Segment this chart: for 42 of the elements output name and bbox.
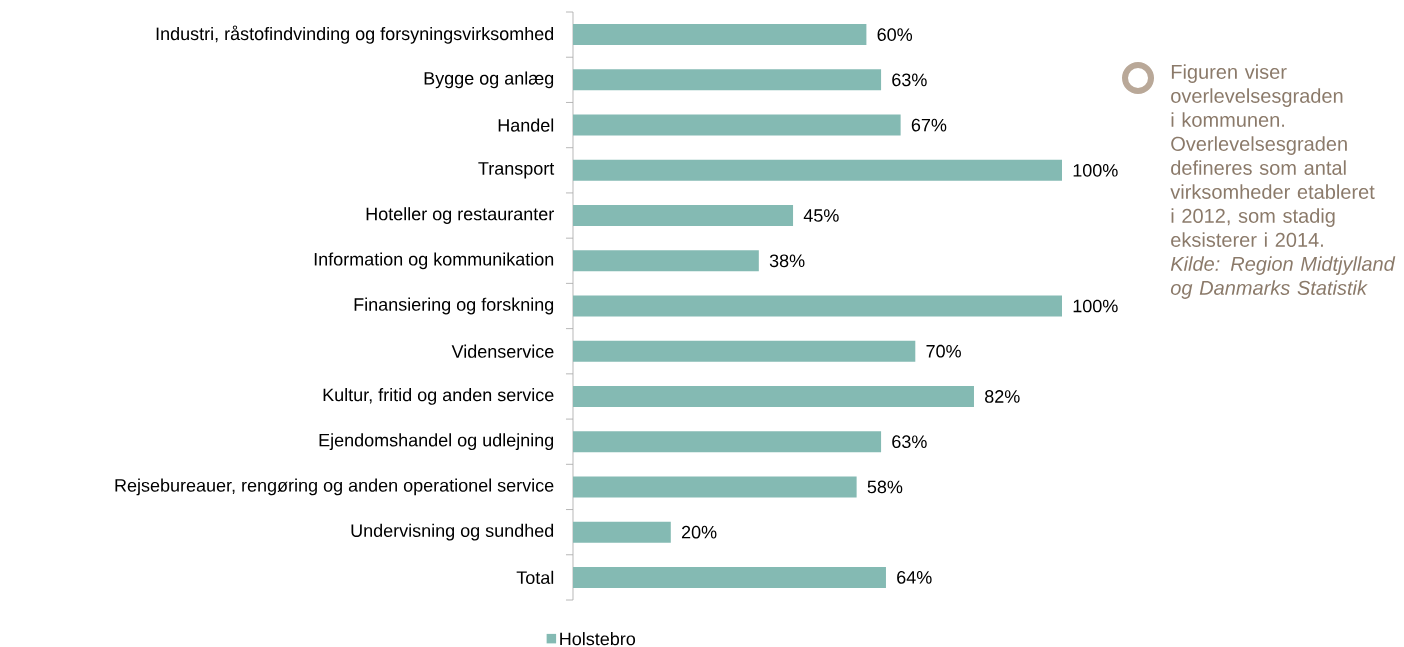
data-label: 45% <box>803 209 839 222</box>
y-tick-label: Finansiering og forskning <box>354 297 554 315</box>
bar <box>573 250 759 272</box>
y-tick-label: Information og kommunikation <box>314 252 554 270</box>
y-tick-label: Undervisning og sundhed <box>351 523 554 541</box>
y-tick-label: Kultur, fritid og anden service <box>323 388 554 405</box>
bar <box>573 114 901 136</box>
y-tick-label: Total <box>516 570 554 584</box>
y-tick-label: Videnservice <box>451 344 554 358</box>
data-label: 63% <box>892 73 927 87</box>
bar <box>573 69 882 91</box>
data-label: 63% <box>892 435 927 449</box>
data-label: 82% <box>985 390 1020 403</box>
data-label: 58% <box>867 480 903 494</box>
data-label: 20% <box>681 525 717 539</box>
data-label: 38% <box>769 254 805 268</box>
data-label: 100% <box>1073 163 1118 177</box>
text: Kilde: Region Midtjylland og Danmarks Statistik <box>1170 256 1396 299</box>
data-label: 67% <box>911 118 947 132</box>
bar <box>573 385 974 407</box>
y-tick-label: Transport <box>478 162 555 179</box>
text: Figuren viser overlevelsesgraden i kommunen. Overlevelsesgraden defineres som antal virksomheder etableret i 2012, som stadig eksisterer i 2014. <box>1170 64 1375 247</box>
y-tick-label: Bygge og anlæg <box>424 71 554 89</box>
y-tick-label: Industri, råstofindvinding og forsyningsvirksomhed <box>156 25 554 44</box>
bar <box>573 159 1062 181</box>
y-tick-label: Handel <box>498 118 554 132</box>
legend-label: Holstebro <box>560 632 636 646</box>
bar <box>573 431 882 453</box>
bar <box>573 205 794 227</box>
bar <box>573 521 671 543</box>
data-label: 60% <box>877 28 913 41</box>
data-label: 64% <box>897 571 932 584</box>
y-tick-label: Hoteller og restauranter <box>366 207 554 224</box>
bar <box>573 566 886 588</box>
bar <box>573 340 916 362</box>
y-tick-label: Rejsebureauer, rengøring og anden operationel service <box>115 478 554 496</box>
data-label: 70% <box>926 344 961 358</box>
bar <box>573 295 1062 317</box>
y-tick-label: Ejendomshandel og udlejning <box>319 433 554 451</box>
bar <box>573 476 857 498</box>
data-label: 100% <box>1073 299 1118 313</box>
bar <box>573 24 867 46</box>
